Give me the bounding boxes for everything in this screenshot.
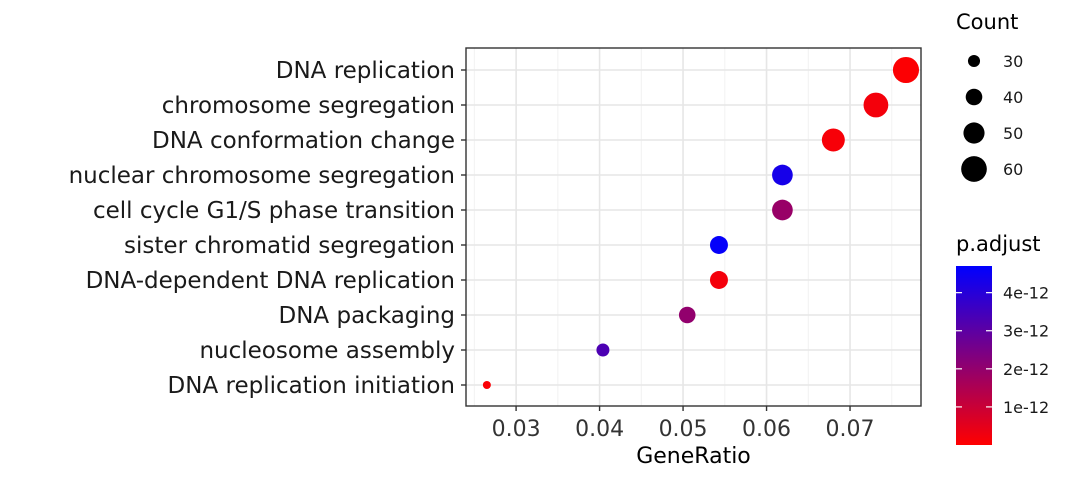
- p-adjust-legend-label: 2e-12: [1003, 360, 1049, 379]
- x-tick-label: 0.07: [826, 417, 875, 442]
- term-label: DNA replication initiation: [168, 373, 455, 399]
- data-point: [709, 236, 728, 254]
- x-tick-label: 0.03: [492, 417, 541, 442]
- data-point: [892, 56, 920, 84]
- p-adjust-legend: p.adjust 1e-12 2e-12 3e-12 4e-12: [956, 232, 1049, 445]
- term-label: sister chromatid segregation: [124, 233, 455, 259]
- count-legend-label: 30: [1003, 52, 1023, 71]
- term-label: cell cycle G1/S phase transition: [93, 198, 455, 224]
- x-tick-label: 0.06: [742, 417, 791, 442]
- data-point: [772, 199, 793, 221]
- term-label: nucleosome assembly: [199, 338, 455, 364]
- term-label: chromosome segregation: [162, 93, 455, 119]
- count-legend-key: [963, 122, 985, 144]
- data-point: [821, 128, 845, 152]
- data-point: [863, 92, 889, 118]
- p-adjust-colorbar: [956, 266, 992, 445]
- count-legend: Count 30 40 50 60: [956, 10, 1023, 182]
- term-label: DNA replication: [276, 58, 455, 84]
- data-point: [678, 306, 696, 324]
- count-legend-key: [961, 156, 987, 182]
- count-legend-title: Count: [956, 10, 1018, 34]
- x-tick-label: 0.04: [575, 417, 624, 442]
- p-adjust-legend-label: 3e-12: [1003, 322, 1049, 341]
- term-label: DNA-dependent DNA replication: [86, 268, 455, 294]
- x-axis-title: GeneRatio: [636, 444, 751, 469]
- data-points: [482, 56, 920, 389]
- data-point: [772, 164, 793, 186]
- panel-background: [466, 48, 921, 406]
- term-label: nuclear chromosome segregation: [69, 163, 455, 189]
- p-adjust-legend-title: p.adjust: [956, 232, 1041, 256]
- count-legend-label: 40: [1003, 88, 1023, 107]
- count-legend-key: [967, 54, 981, 68]
- count-legend-key: [965, 88, 983, 106]
- panel-border: [465, 47, 922, 407]
- term-label: DNA conformation change: [152, 128, 455, 154]
- p-adjust-legend-label: 4e-12: [1003, 284, 1049, 303]
- data-point: [596, 343, 610, 357]
- x-axis: 0.03 0.04 0.05 0.06 0.07: [492, 406, 875, 442]
- p-adjust-legend-label: 1e-12: [1003, 398, 1049, 417]
- x-tick-label: 0.05: [659, 417, 708, 442]
- count-legend-label: 60: [1003, 160, 1023, 179]
- term-label: DNA packaging: [279, 303, 455, 329]
- term-labels: DNA replication chromosome segregation DNA…: [69, 58, 466, 399]
- data-point: [482, 381, 491, 389]
- plot-panel: [465, 47, 922, 407]
- data-point: [709, 271, 728, 289]
- count-legend-label: 50: [1003, 124, 1023, 143]
